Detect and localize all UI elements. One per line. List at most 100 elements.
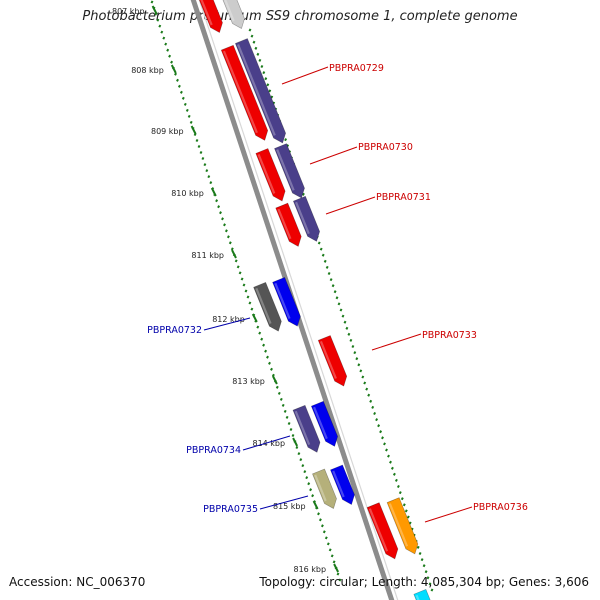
tick-mark — [210, 187, 217, 197]
tick-dot — [224, 229, 228, 233]
tick-dot — [279, 397, 283, 401]
tick-dot — [365, 387, 369, 391]
tick-dot — [339, 308, 343, 312]
feature-track — [198, 0, 432, 600]
tick-dot — [305, 476, 309, 480]
gene-arrow — [234, 38, 286, 144]
tick-dot — [285, 415, 289, 419]
tick-dot — [319, 247, 323, 251]
gene-arrow — [386, 497, 419, 555]
tick-mark — [151, 5, 158, 15]
tick-dot — [418, 551, 422, 556]
tick-dot — [323, 259, 327, 263]
tick-dot — [258, 58, 262, 62]
tick-dot — [301, 464, 305, 468]
tick-dot — [361, 375, 365, 379]
tick-dot — [268, 89, 272, 93]
tick-dot — [250, 307, 254, 311]
gene-label: PBPRA0730 — [358, 142, 413, 153]
tick-label: 807 kbp — [112, 7, 145, 16]
tick-dot — [240, 277, 244, 281]
tick-dot — [221, 217, 224, 221]
tick-dot — [328, 548, 332, 552]
tick-dot — [426, 576, 430, 580]
tick-dot — [230, 247, 234, 251]
tick-dot — [160, 30, 164, 34]
tick-dot — [349, 338, 353, 342]
tick-dot — [185, 108, 189, 112]
tick-mark — [251, 313, 258, 323]
tick-dot — [199, 150, 203, 155]
tick-dot — [331, 284, 335, 288]
tick-dot — [341, 314, 345, 318]
tick-dot — [226, 235, 230, 239]
tick-dot — [252, 40, 256, 44]
tick-dot — [394, 478, 398, 482]
tick-dot — [297, 452, 301, 456]
tick-dot-tracks — [150, 0, 434, 592]
tick-dot — [322, 530, 326, 534]
tick-dot — [402, 503, 406, 507]
tick-dot — [325, 265, 329, 269]
tick-dot — [264, 77, 268, 81]
tick-dot — [256, 52, 260, 56]
tick-dot — [390, 466, 394, 470]
tick-dot — [327, 271, 331, 276]
tick-mark — [231, 249, 237, 259]
gene-label: PBPRA0729 — [329, 63, 384, 74]
tick-dot — [326, 542, 330, 546]
tick-dot — [424, 570, 428, 574]
tick-dot — [377, 424, 381, 428]
tick-dot — [258, 331, 262, 335]
tick-dot — [385, 448, 388, 452]
accession-text: Accession: NC_006370 — [9, 575, 146, 589]
gene-arrow — [274, 143, 305, 199]
tick-dot — [203, 163, 207, 167]
tick-dot — [396, 484, 400, 489]
tick-dot — [179, 90, 183, 94]
gene-leader-line — [424, 506, 473, 523]
gene-label: PBPRA0732 — [147, 325, 202, 336]
tick-dot — [228, 241, 232, 245]
tick-dot — [260, 337, 264, 341]
tick-dot — [353, 351, 357, 355]
tick-dot — [281, 403, 285, 407]
tick-dot — [416, 545, 420, 549]
tick-dot — [371, 405, 375, 409]
tick-dot — [289, 427, 293, 432]
tick-dot — [336, 572, 340, 576]
tick-dot — [187, 114, 191, 118]
tick-dot — [307, 482, 311, 486]
tick-dot — [264, 349, 268, 353]
tick-dot — [389, 460, 392, 464]
tick-dot — [420, 558, 424, 562]
gene-arrow — [312, 468, 337, 509]
tick-dot — [223, 223, 226, 227]
tick-dot — [345, 326, 349, 330]
gene-leader-line — [203, 317, 251, 331]
gene-label: PBPRA0733 — [422, 330, 477, 341]
tick-dot — [176, 78, 179, 82]
tick-dot — [379, 430, 383, 434]
tick-dot — [268, 361, 271, 365]
tick-dot — [275, 385, 279, 389]
tick-dot — [262, 343, 266, 347]
gene-arrow — [198, 0, 223, 33]
tick-dot — [338, 578, 342, 582]
tick-dot — [183, 102, 187, 106]
tick-dot — [197, 144, 201, 149]
gene-arrow — [330, 464, 355, 505]
tick-dot — [337, 302, 341, 306]
tick-mark — [170, 64, 177, 74]
tick-dot — [400, 497, 404, 501]
tick-dot — [246, 295, 250, 299]
tick-dot — [170, 60, 174, 64]
gene-arrow — [272, 276, 301, 327]
tick-dot — [329, 278, 333, 282]
tick-label: 809 kbp — [151, 127, 184, 136]
tick-dot — [205, 169, 209, 173]
tick-dot — [311, 494, 315, 498]
gene-leader-line — [325, 196, 376, 215]
tick-dot — [398, 491, 402, 495]
